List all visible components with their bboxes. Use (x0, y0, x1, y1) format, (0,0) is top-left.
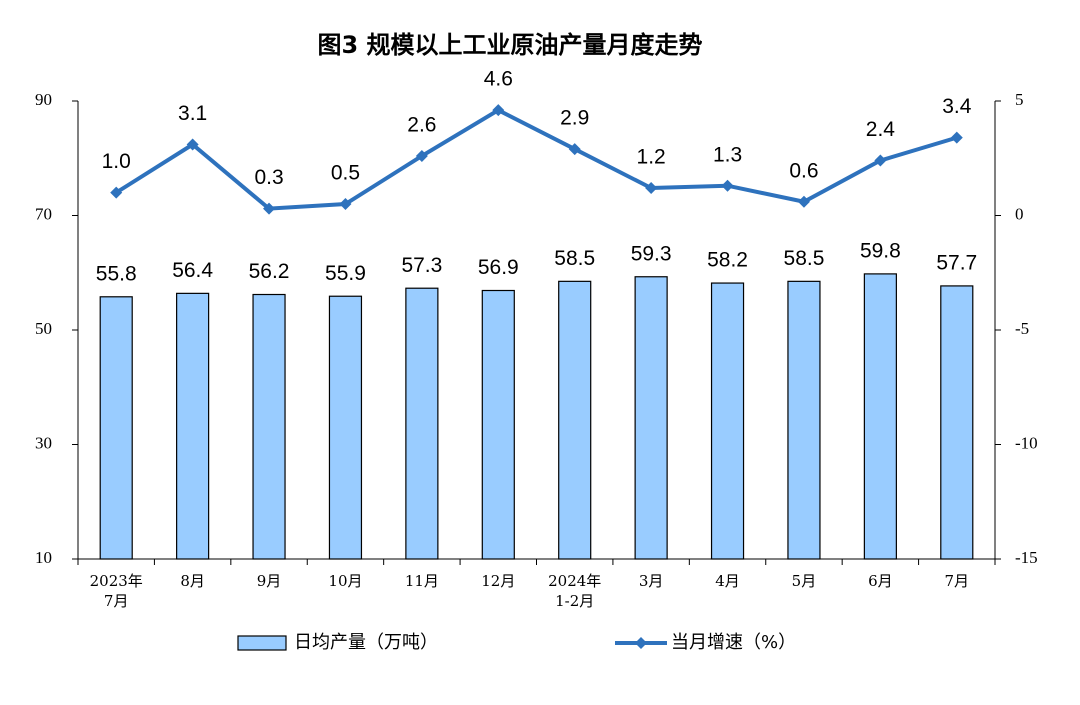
line-marker (645, 182, 658, 195)
bar-value-label: 59.8 (860, 239, 901, 262)
line-marker (339, 198, 352, 211)
bar (940, 285, 974, 560)
chart-title: 图3 规模以上工业原油产量月度走势 (317, 31, 702, 59)
y-tick-label: 70 (35, 204, 52, 223)
bar-value-label: 58.2 (707, 249, 748, 272)
x-tick-label: 3月 (638, 572, 664, 590)
line-value-label: 1.0 (102, 150, 131, 173)
bar (252, 293, 286, 560)
line-marker (950, 131, 963, 144)
line-value-label: 2.4 (866, 118, 896, 141)
x-tick-label: 12月 (481, 572, 516, 590)
bar-value-label: 57.7 (936, 251, 977, 274)
bar (634, 276, 668, 560)
legend-label: 当月增速（%） (671, 632, 796, 653)
line-marker (874, 154, 887, 167)
line-value-label: 2.9 (560, 107, 589, 130)
line-value-label: 0.5 (331, 162, 360, 185)
y2-tick-label: -10 (1015, 433, 1038, 452)
y-tick-label: 50 (35, 319, 52, 338)
legend-label: 日均产量（万吨） (294, 632, 438, 653)
x-tick-label: 11月 (404, 572, 439, 590)
bar (405, 287, 439, 560)
line-value-label: 3.1 (178, 102, 207, 125)
x-tick-label: 10月 (328, 572, 363, 590)
bar (328, 295, 363, 560)
x-tick-label: 6月 (868, 572, 893, 590)
line-marker (721, 179, 734, 192)
y2-tick-label: 5 (1015, 90, 1024, 109)
bar (481, 289, 515, 560)
line-marker (415, 149, 428, 162)
y2-tick-label: 0 (1015, 204, 1024, 223)
bar (558, 280, 592, 560)
line-value-label: 0.6 (789, 159, 818, 182)
bar (863, 273, 897, 560)
x-tick-label: 8月 (180, 572, 205, 590)
bar-value-label: 57.3 (401, 254, 442, 277)
x-tick-label: 9月 (256, 572, 282, 590)
y-tick-label: 90 (35, 90, 52, 109)
x-tick-label: 7月 (944, 572, 970, 590)
line (115, 107, 958, 211)
x-tick-label: 2024年 1-2月 (548, 572, 602, 610)
line-marker (492, 104, 505, 117)
bar-value-label: 55.9 (325, 262, 366, 285)
line-marker (110, 186, 123, 199)
line-value-label: 1.3 (713, 143, 742, 166)
bar (787, 280, 821, 560)
bar (176, 292, 210, 560)
y2-tick-label: -15 (1015, 548, 1038, 567)
line-value-label: 0.3 (254, 166, 283, 189)
line-value-label: 3.4 (942, 95, 972, 118)
line-marker (186, 138, 199, 151)
y2-tick-label: -5 (1015, 319, 1029, 338)
line-value-label: 4.6 (484, 68, 513, 91)
x-tick-label: 4月 (715, 572, 740, 590)
bar-value-label: 59.3 (631, 242, 672, 265)
y-tick-label: 10 (35, 548, 52, 567)
bar-value-label: 56.4 (172, 259, 213, 282)
bar-value-label: 55.8 (96, 262, 137, 285)
bar-value-label: 56.9 (478, 256, 519, 279)
x-tick-label: 5月 (791, 572, 817, 590)
line-value-label: 1.2 (637, 146, 666, 169)
line-marker (568, 143, 581, 156)
legend-swatch (635, 637, 647, 649)
bar-value-label: 58.5 (554, 247, 595, 270)
legend-swatch (237, 635, 287, 651)
line-marker (797, 195, 810, 208)
bar-value-label: 56.2 (249, 260, 290, 283)
bar-value-label: 58.5 (784, 247, 825, 270)
x-tick-label: 2023年 7月 (89, 572, 143, 610)
y-tick-label: 30 (35, 433, 52, 452)
bar (710, 282, 745, 560)
bar (99, 296, 133, 560)
line-marker (263, 202, 276, 215)
line-value-label: 2.6 (407, 114, 436, 137)
